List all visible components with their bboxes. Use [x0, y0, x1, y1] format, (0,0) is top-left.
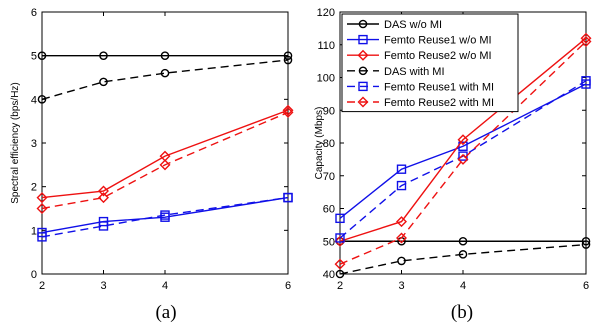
y-tick-label: 4	[31, 94, 37, 106]
y-tick-label: 90	[323, 105, 335, 117]
series-2-point	[458, 141, 468, 151]
y-tick-label: 80	[323, 138, 335, 150]
series-3-point	[580, 32, 592, 44]
legend-entry: Femto Reuse2 with MI	[384, 97, 494, 109]
series-line-4	[41, 59, 289, 101]
series-5-point	[335, 233, 345, 243]
series-line-2	[41, 196, 289, 234]
series-1-point	[160, 51, 170, 60]
series-1-point	[37, 51, 47, 60]
series-6-point	[396, 232, 407, 244]
legend-entry: DAS w/o MI	[384, 19, 442, 31]
series-6-point	[282, 106, 294, 118]
x-tick-label: 4	[162, 280, 168, 292]
series-6-point	[334, 258, 346, 270]
series-5-point	[37, 232, 47, 242]
series-line-5	[339, 80, 587, 239]
series-2-point	[335, 213, 345, 224]
x-tick-label: 2	[337, 280, 343, 292]
series-4-point	[37, 95, 47, 104]
series-5-point	[283, 192, 293, 203]
x-tick-label: 4	[460, 280, 466, 292]
y-tick-label: 60	[323, 204, 335, 216]
legend-entry: Femto Reuse1 w/o MI	[384, 35, 492, 47]
y-tick-label: 3	[31, 138, 37, 150]
series-5-point	[98, 221, 109, 231]
y-tick-label: 50	[323, 236, 335, 248]
series-1-point	[283, 51, 293, 60]
legend-entry: DAS with MI	[384, 66, 445, 78]
legend-swatch-marker	[358, 34, 368, 45]
legend-entry: Femto Reuse2 w/o MI	[384, 50, 492, 62]
series-1-point	[458, 236, 468, 246]
panel-caption: (b)	[451, 302, 473, 323]
series-3-point	[36, 192, 48, 204]
x-tick-label: 3	[100, 280, 106, 292]
series-4-point	[397, 256, 406, 266]
legend-box	[341, 13, 519, 113]
series-4-point	[581, 240, 591, 249]
y-tick-label: 70	[323, 171, 335, 183]
y-tick-label: 40	[323, 269, 335, 281]
x-tick-label: 6	[583, 280, 589, 292]
y-tick-label: 110	[317, 40, 335, 52]
legend-swatch-marker	[358, 19, 368, 29]
legend-swatch-marker	[358, 66, 368, 76]
x-tick-label: 6	[285, 280, 291, 292]
series-4-point	[335, 269, 345, 279]
series-3-point	[98, 185, 109, 197]
panel-a-spectral-efficiency: 2 3 4 6 0 1 2 3 4 5 6 Spectral efficiency (bps/Hz) (…	[10, 7, 294, 323]
y-tick-label: 6	[31, 7, 37, 19]
series-4-point	[99, 77, 108, 87]
y-tick-label: 5	[31, 51, 37, 63]
series-3-point	[457, 134, 469, 146]
y-tick-label: 1	[31, 225, 37, 237]
x-tick-label: 3	[398, 280, 404, 292]
series-line-4	[339, 243, 587, 275]
y-tick-label: 2	[31, 182, 37, 194]
y-tick-label: 120	[317, 7, 335, 19]
series-6-point	[159, 159, 171, 171]
legend-swatch-marker	[358, 81, 368, 92]
panel-caption: (a)	[155, 302, 176, 323]
series-line-3	[41, 109, 289, 199]
series-6-point	[580, 35, 592, 47]
y-tick-label: 100	[317, 73, 335, 85]
series-2-point	[396, 164, 407, 174]
series-line-6	[41, 111, 289, 210]
series-1-point	[99, 51, 108, 60]
series-4-point	[283, 55, 293, 65]
series-5-point	[160, 210, 170, 220]
series-line-2	[339, 83, 587, 219]
series-line-3	[339, 37, 587, 242]
y-tick-label: 0	[31, 269, 37, 281]
legend: DAS w/o MI Femto Reuse1 w/o MI Femto Reuse…	[341, 13, 519, 113]
series-3-point	[282, 104, 294, 116]
series-3-point	[396, 216, 407, 228]
series-4-point	[160, 68, 170, 78]
series-3-point	[334, 235, 346, 247]
legend-swatch-marker	[357, 96, 369, 108]
legend-swatch-marker	[357, 49, 369, 61]
series-5-point	[581, 76, 591, 86]
series-6-point	[36, 203, 48, 214]
x-tick-label: 2	[39, 280, 45, 292]
series-5-point	[396, 180, 407, 191]
series-6-point	[457, 153, 469, 165]
y-axis-label: Capacity (Mbps)	[314, 107, 325, 180]
series-4-point	[458, 250, 468, 259]
legend-entry: Femto Reuse1 with MI	[384, 81, 494, 93]
y-axis-label: Spectral efficiency (bps/Hz)	[10, 82, 21, 204]
plot-frame	[41, 11, 289, 275]
panel-b-capacity: 2 3 4 6 40 50 60 70 80 90 100 110 120 Capacity (Mbps)…	[314, 7, 592, 323]
series-line-5	[41, 196, 289, 238]
series-line-6	[339, 40, 587, 265]
series-6-point	[98, 192, 109, 204]
